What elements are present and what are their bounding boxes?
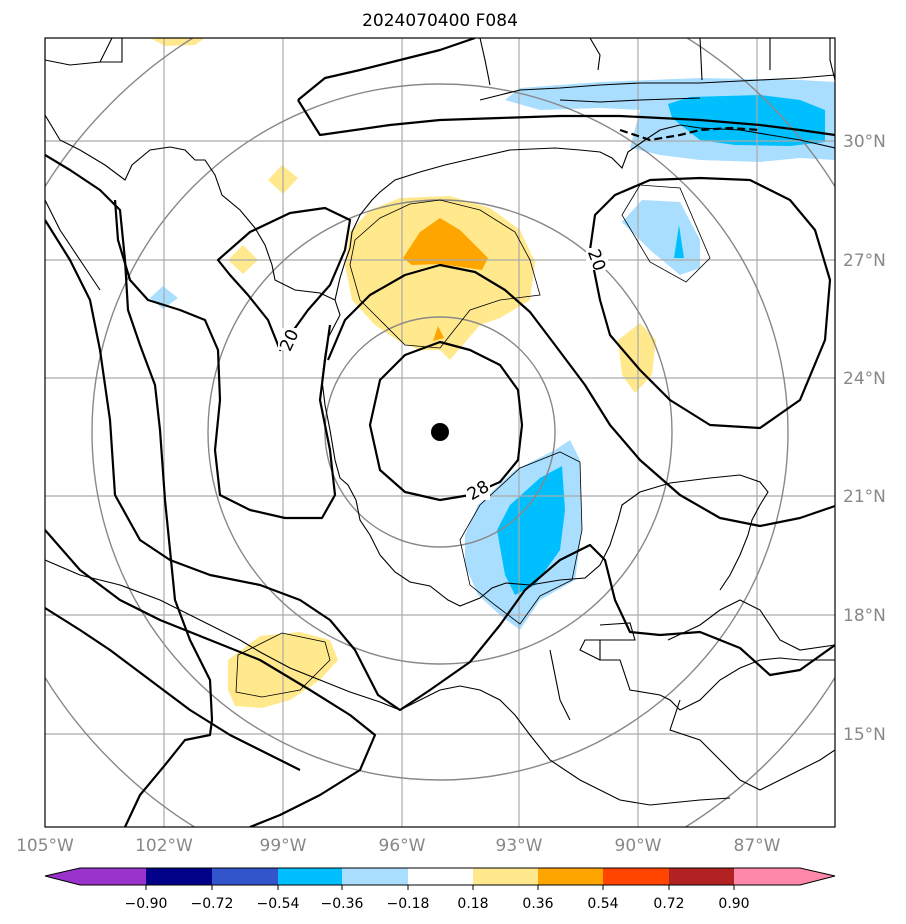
lat-label: 30°N: [843, 132, 886, 152]
deep-negative-anomaly-patch-northeast: [668, 95, 825, 146]
colorbar-tick-label: −0.72: [191, 896, 234, 912]
deep-negative-anomaly-patch-bay: [497, 466, 565, 595]
colorbar-extend-high: [800, 868, 835, 885]
contour-southwest-outer: [45, 607, 301, 771]
graticule: [45, 38, 835, 827]
lat-label: 24°N: [843, 369, 886, 389]
colorbar-segment: [669, 868, 734, 885]
colorbar-segment: [80, 868, 146, 885]
contour-dashed: [619, 126, 761, 142]
colorbar-tick-label: −0.18: [387, 896, 430, 912]
strong-positive-anomaly-patch-small: [433, 326, 444, 341]
contour-mid-ring: [326, 263, 835, 528]
lon-label: 90°W: [615, 836, 662, 856]
strong-positive-anomaly-patch: [403, 218, 488, 270]
deep-negative-anomaly-patch-florida: [674, 225, 684, 258]
range-rings: [45, 38, 835, 827]
contour-northwest: [45, 154, 214, 827]
lat-label: 15°N: [843, 725, 886, 745]
contour-west-loop: [113, 199, 337, 520]
map-frame: [44, 37, 836, 828]
contour-texas-loop: [216, 206, 352, 352]
colorbar-segment: [603, 868, 669, 885]
contour-southwest: [45, 529, 377, 827]
storm-center-marker: [431, 423, 449, 441]
positive-anomaly-patch-topedge: [150, 38, 205, 46]
colorbar: −0.90 −0.72 −0.54 −0.36 −0.18 0.18 0.36 …: [44, 867, 836, 912]
colorbar-segment: [473, 868, 538, 885]
longitude-labels: 105°W 102°W 99°W 96°W 93°W 90°W 87°W: [16, 836, 781, 856]
colorbar-tick-label: 0.54: [587, 896, 618, 912]
colorbar-tick-label: 0.90: [718, 896, 749, 912]
latitude-labels: 15°N 18°N 21°N 24°N 27°N 30°N: [843, 132, 886, 745]
contour-north-loop: [297, 99, 835, 137]
colorbar-extend-low: [45, 868, 80, 885]
colorbar-tick-label: 0.72: [653, 896, 684, 912]
colorbar-segment: [212, 868, 278, 885]
contour-northeast: [297, 38, 476, 101]
colorbar-tick-label: −0.36: [321, 896, 364, 912]
lon-label: 99°W: [260, 836, 307, 856]
lat-label: 21°N: [843, 487, 886, 507]
height-contours: [45, 38, 835, 827]
contour-inner-ring: [368, 340, 524, 502]
colorbar-tick-label: −0.54: [257, 896, 300, 912]
lon-label: 102°W: [135, 836, 193, 856]
colorbar-segment: [734, 868, 800, 885]
lat-label: 18°N: [843, 606, 886, 626]
contour-east-loop: [588, 176, 832, 430]
coastlines: [45, 38, 835, 806]
colorbar-tick-label: −0.90: [125, 896, 168, 912]
figure-title: 2024070400 F084: [362, 11, 518, 31]
colorbar-segment: [278, 868, 342, 885]
lon-label: 87°W: [734, 836, 781, 856]
colorbar-segment: [146, 868, 212, 885]
positive-anomaly-patch-gulf: [345, 196, 535, 360]
colorbar-segment: [408, 868, 473, 885]
lon-label: 96°W: [379, 836, 426, 856]
colorbar-segment: [538, 868, 603, 885]
lon-label: 93°W: [496, 836, 543, 856]
lat-label: 27°N: [843, 251, 886, 271]
colorbar-tick-label: 0.18: [457, 896, 488, 912]
map-panel: 20 20 28: [45, 38, 835, 827]
contour-south-band: [45, 219, 835, 712]
colorbar-tick-label: 0.36: [522, 896, 553, 912]
colorbar-outline: [44, 867, 836, 886]
colorbar-segment: [342, 868, 408, 885]
lon-label: 105°W: [16, 836, 74, 856]
negative-anomaly-patch-florida: [622, 200, 700, 275]
